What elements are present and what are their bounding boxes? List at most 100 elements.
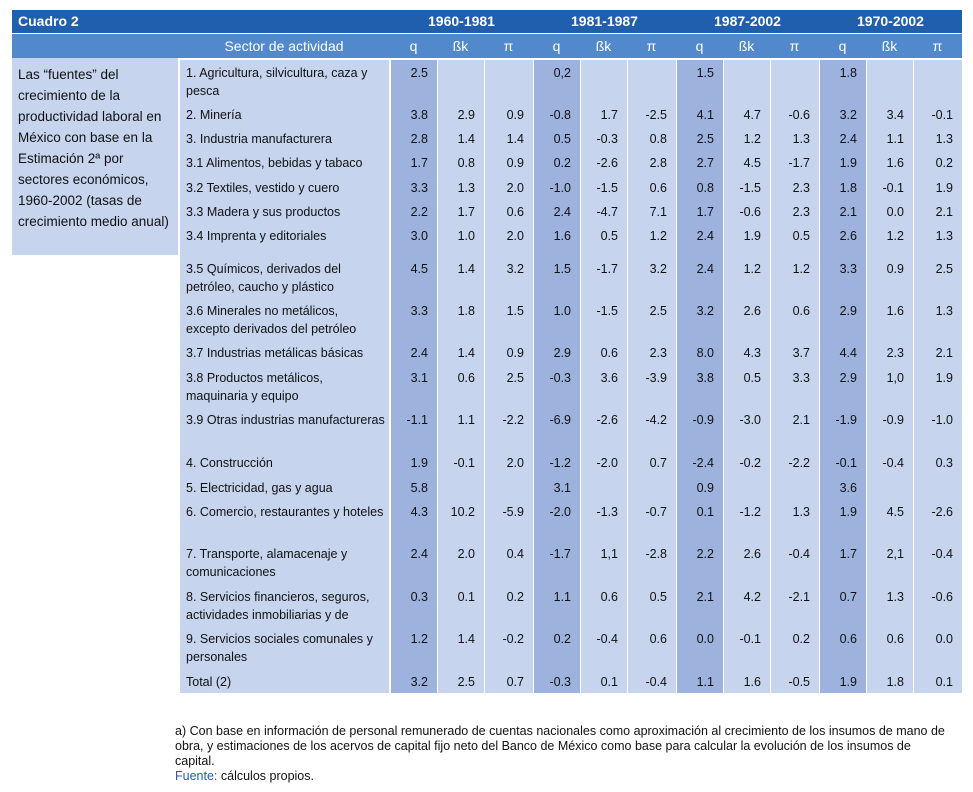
value-cell: 1.1 — [867, 126, 913, 150]
value-cell: 2.5 — [677, 126, 723, 150]
row-label: 3.6 Minerales no metálicos, excepto deri… — [180, 298, 389, 340]
value-cell: 1.9 — [914, 365, 962, 407]
value-cell — [724, 60, 770, 102]
value-cell: -0.1 — [867, 175, 913, 199]
value-cell: 0.6 — [581, 584, 627, 626]
value-cell: 3.2 — [677, 298, 723, 340]
value-cell: -2.8 — [628, 541, 676, 584]
value-cell: 1,0 — [867, 365, 913, 407]
value-cell: 1.2 — [867, 223, 913, 248]
value-cell: 1.1 — [534, 584, 580, 626]
value-cell: 0.6 — [581, 340, 627, 365]
period-header: 1960-1981 — [390, 10, 533, 33]
value-cell: 3.3 — [771, 365, 819, 407]
value-cell: 0.6 — [485, 199, 533, 223]
value-cell: 1.4 — [485, 126, 533, 150]
value-cell: 0.5 — [724, 365, 770, 407]
value-cell: 0.8 — [628, 126, 676, 150]
value-cell: -1.9 — [820, 407, 866, 450]
column-header: π — [913, 34, 962, 58]
value-cell: -0.6 — [914, 584, 962, 626]
value-cell: 0.2 — [534, 150, 580, 175]
value-cell: 1.5 — [485, 298, 533, 340]
value-cell: -2.4 — [677, 450, 723, 475]
value-cell: 0,2 — [534, 60, 580, 102]
value-cell: 2.0 — [485, 450, 533, 475]
value-cell: 2.1 — [914, 199, 962, 223]
row-label: 3.9 Otras industrias manufactureras — [180, 407, 389, 450]
value-cell: -2.6 — [581, 150, 627, 175]
value-cell: 4.5 — [391, 248, 437, 298]
value-cell: 4.3 — [391, 499, 437, 541]
value-cell: -0.1 — [438, 450, 484, 475]
value-cell: -0.7 — [628, 499, 676, 541]
source-text: cálculos propios. — [220, 769, 314, 783]
value-cell: 3.2 — [485, 248, 533, 298]
value-cell: 2.1 — [771, 407, 819, 450]
value-cell: 1.6 — [867, 298, 913, 340]
value-cell: 2.4 — [391, 541, 437, 584]
value-cell: 0.7 — [485, 669, 533, 693]
value-cell: 2.6 — [820, 223, 866, 248]
value-cell: 7.1 — [628, 199, 676, 223]
value-cell: 1.9 — [820, 669, 866, 693]
value-cell: -1.5 — [581, 175, 627, 199]
value-cell: 2.3 — [771, 175, 819, 199]
value-cell: 2.5 — [391, 60, 437, 102]
value-cell: 0.7 — [820, 584, 866, 626]
value-cell: 2.1 — [820, 199, 866, 223]
value-cell: 0.9 — [485, 340, 533, 365]
value-cell: 4.5 — [867, 499, 913, 541]
value-cell: 1.0 — [438, 223, 484, 248]
row-label: 2. Minería — [180, 102, 389, 126]
row-label: 1. Agricultura, silvicultura, caza y pes… — [180, 60, 389, 102]
value-cell: 1.2 — [391, 626, 437, 669]
value-cell: 1.7 — [438, 199, 484, 223]
value-cell: 1.7 — [677, 199, 723, 223]
value-cell: 0.6 — [628, 175, 676, 199]
value-cell: 2.4 — [534, 199, 580, 223]
value-cell: 1,1 — [581, 541, 627, 584]
value-cell — [485, 475, 533, 499]
value-cell: 1.4 — [438, 126, 484, 150]
value-cell: -2.2 — [771, 450, 819, 475]
value-cell: 2,1 — [867, 541, 913, 584]
period-header: 1987-2002 — [676, 10, 819, 33]
value-cell: -2.0 — [581, 450, 627, 475]
value-cell: 3.3 — [391, 298, 437, 340]
value-cell: -4.2 — [628, 407, 676, 450]
value-cell: -0.4 — [867, 450, 913, 475]
value-cell: 0.8 — [677, 175, 723, 199]
column-header: π — [484, 34, 533, 58]
value-cell: -0.1 — [820, 450, 866, 475]
value-cell: 0.8 — [438, 150, 484, 175]
value-cell: -0.6 — [724, 199, 770, 223]
value-cell: -1.2 — [724, 499, 770, 541]
value-cell: 3.8 — [677, 365, 723, 407]
value-cell: 1.3 — [771, 499, 819, 541]
value-cell: 3.1 — [534, 475, 580, 499]
value-cell: 1.4 — [438, 248, 484, 298]
value-cell — [485, 60, 533, 102]
value-cell: 2.1 — [677, 584, 723, 626]
column-header: ßk — [866, 34, 913, 58]
value-cell: 0.5 — [628, 584, 676, 626]
value-cell: -5.9 — [485, 499, 533, 541]
value-cell: 2.1 — [914, 340, 962, 365]
value-cell: 3.4 — [867, 102, 913, 126]
value-cell: -2.2 — [485, 407, 533, 450]
row-label: 3.5 Químicos, derivados del petróleo, ca… — [180, 248, 389, 298]
value-cell: 0.3 — [391, 584, 437, 626]
value-cell: -0.4 — [914, 541, 962, 584]
value-cell: 4.7 — [724, 102, 770, 126]
value-cell: 2.8 — [628, 150, 676, 175]
value-cell: -4.7 — [581, 199, 627, 223]
column-header: π — [770, 34, 819, 58]
value-cell: 3.6 — [820, 475, 866, 499]
value-cell: 1.9 — [820, 150, 866, 175]
value-cell: -2.5 — [628, 102, 676, 126]
value-cell — [438, 60, 484, 102]
value-cell: 0.6 — [771, 298, 819, 340]
footnote: a) Con base en información de personal r… — [175, 724, 945, 768]
table-title: Cuadro 2 — [18, 10, 79, 33]
